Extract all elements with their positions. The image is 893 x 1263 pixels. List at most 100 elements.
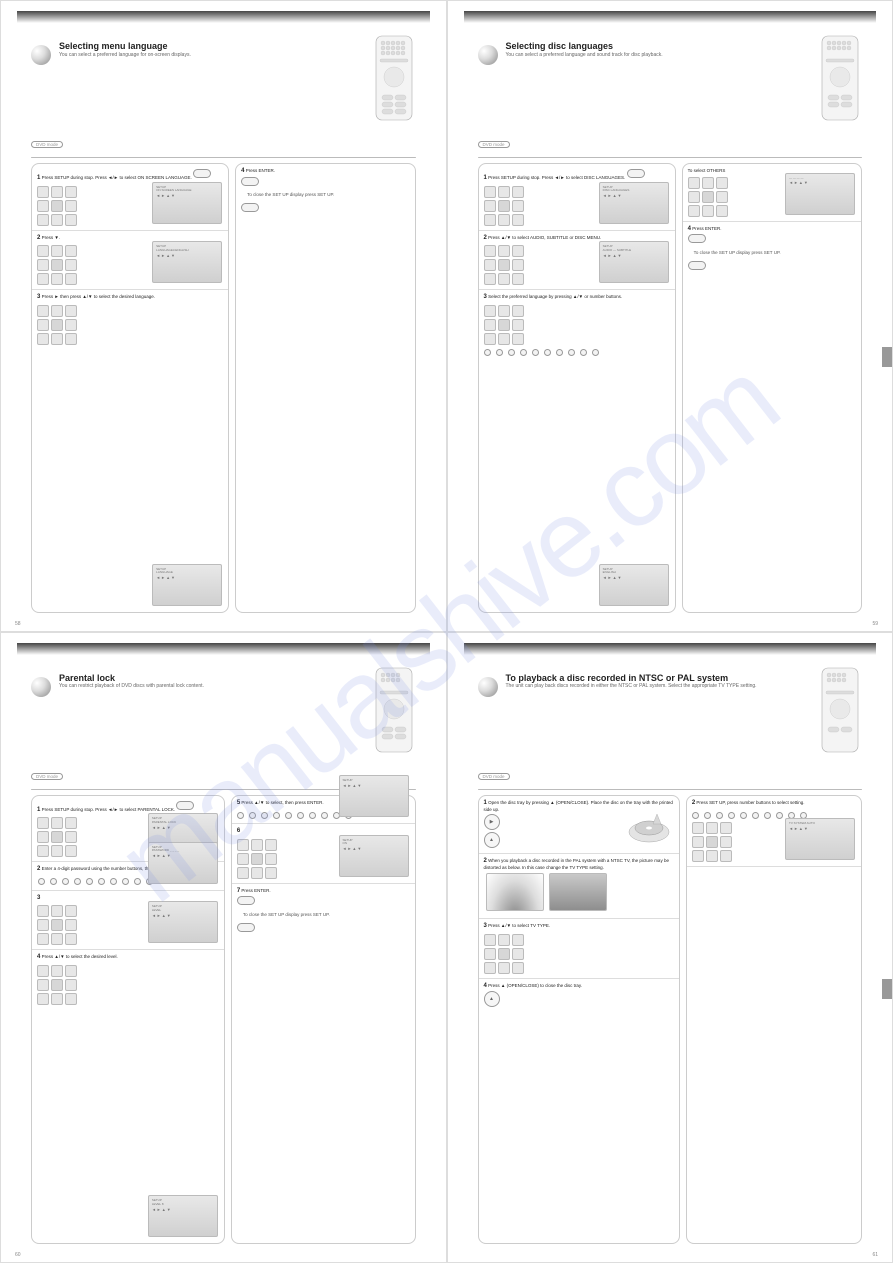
step-6: 6 SETUPON◄►▲▼ (232, 824, 415, 884)
step-1: 1 Press SETUP during stop. Press ◄/► to … (479, 164, 675, 231)
step-4: 4 Press ▲/▼ to select the desired level.… (32, 950, 224, 1243)
divider (478, 157, 863, 158)
lcd-screen: SETUPON SCREEN LANGUAGE◄►▲▼ (152, 182, 222, 224)
lcd-screen: SETUPAUDIO — SUBTITLE◄►▲▼ (599, 241, 669, 283)
lcd-screen: SETUPLEVEL◄►▲▼ (148, 901, 218, 943)
left-col: 1 Press SETUP during stop. Press ◄/► to … (31, 163, 229, 613)
page-number: 60 (15, 1252, 21, 1258)
eject-icon: ▲ (484, 991, 500, 1007)
title: Selecting menu language (59, 41, 191, 52)
enter-pill (241, 177, 259, 186)
remote-icon (372, 35, 416, 121)
page-language: Selecting menu language You can select a… (0, 0, 447, 632)
dpad-icon (484, 305, 528, 345)
numpad-icon (484, 349, 670, 357)
step-2: 2 Press ▲/▼ to select AUDIO, SUBTITLE or… (479, 231, 675, 291)
dpad-icon (688, 177, 732, 217)
remote-icon (372, 667, 416, 753)
step-3: 3 Press ▲/▼ to select TV TYPE. (479, 919, 679, 979)
dpad-icon (37, 305, 81, 345)
page-parental: Parental lock You can restrict playback … (0, 632, 447, 1263)
step-5: 5 Press ▲/▼ to select, then press ENTER.… (232, 796, 415, 825)
remote-icon (818, 667, 862, 753)
dpad-icon (484, 934, 528, 974)
page-ntsc-pal: To playback a disc recorded in NTSC or P… (447, 632, 893, 1263)
lcd-screen: SETUPLEVEL 8◄►▲▼ (148, 1195, 218, 1237)
left-col: 1 Press SETUP during stop. Press ◄/► to … (31, 795, 225, 1245)
dpad-icon (37, 186, 81, 226)
lcd-screen: SETUPPASSWORD _ _ _ _◄►▲▼ (148, 842, 218, 884)
header-gradient (464, 11, 877, 23)
bullet-icon (31, 677, 51, 697)
remote-icon (818, 35, 862, 121)
step-2: 2 When you playback a disc recorded in t… (479, 854, 679, 920)
disc-tray-icon (627, 804, 671, 848)
dpad-icon (37, 905, 81, 945)
dpad-icon (37, 817, 81, 857)
lcd-screen: TV SYSTEM AUTO◄►▲▼ (785, 818, 855, 860)
header-gradient (17, 11, 430, 23)
dpad-icon (692, 822, 736, 862)
lcd-screen: SETUPDISC LANGUAGES◄►▲▼ (599, 182, 669, 224)
header-gradient (464, 643, 877, 655)
page-number: 58 (15, 621, 21, 627)
right-col: To select OTHERS — — — —◄►▲▼ 4 Press ENT… (682, 163, 862, 613)
mode-badge: DVD mode (478, 773, 510, 780)
section-tab (882, 979, 892, 999)
right-col: 4 Press ENTER. To close the SET UP displ… (235, 163, 415, 613)
page-title: Parental lock You can restrict playback … (59, 673, 204, 690)
bullet-icon (478, 677, 498, 697)
setup-pill (241, 203, 259, 212)
step-4: 4 Press ▲ (OPEN/CLOSE) to close the disc… (479, 979, 679, 1243)
lcd-screen: SETUPON◄►▲▼ (339, 835, 409, 877)
step-2: 2 Press ▼. SETUPLANGUAGE\nENGLISH◄►▲▼ (32, 231, 228, 291)
step-3: 3 Press ► then press ▲/▼ to select the d… (32, 290, 228, 612)
right-col: 5 Press ▲/▼ to select, then press ENTER.… (231, 795, 416, 1245)
left-col: 1 Press SETUP during stop. Press ◄/► to … (478, 163, 676, 613)
step-setup: 2 Press SET UP, press number buttons to … (687, 796, 861, 868)
setup-pill (193, 169, 211, 178)
dpad-icon (484, 245, 528, 285)
page-disc-languages: Selecting disc languages You can select … (447, 0, 893, 632)
left-col: 1 Open the disc tray by pressing ▲ (OPEN… (478, 795, 680, 1245)
section-tab (882, 347, 892, 367)
divider (478, 789, 863, 790)
dpad-icon (237, 839, 281, 879)
play-icon: ▶ (484, 814, 500, 830)
page-title: To playback a disc recorded in NTSC or P… (506, 673, 757, 690)
dpad-icon (484, 186, 528, 226)
divider (31, 157, 416, 158)
mode-badge: DVD mode (31, 773, 63, 780)
notes (687, 867, 861, 1243)
lcd-screen: SETUPENGLISH◄►▲▼ (599, 564, 669, 606)
step-others: To select OTHERS — — — —◄►▲▼ (683, 164, 861, 222)
manual-spread: Selecting menu language You can select a… (0, 0, 893, 1263)
page-number: 59 (872, 621, 878, 627)
dpad-icon (37, 245, 81, 285)
mode-badge: DVD mode (31, 141, 63, 148)
page-title: Selecting menu language You can select a… (59, 41, 191, 58)
step-4: 4 Press ENTER. To close the SET UP displ… (683, 222, 861, 612)
header-gradient (17, 643, 430, 655)
bullet-icon (31, 45, 51, 65)
step-7: 7 Press ENTER. To close the SET UP displ… (232, 884, 415, 1244)
step-3: 3 Select the preferred language by press… (479, 290, 675, 612)
mode-badge: DVD mode (478, 141, 510, 148)
step-1: 1 Open the disc tray by pressing ▲ (OPEN… (479, 796, 679, 854)
eject-icon: ▲ (484, 832, 500, 848)
step-1: 1 Press SETUP during stop. Press ◄/► to … (32, 164, 228, 231)
bullet-icon (478, 45, 498, 65)
distorted-thumb (549, 873, 607, 911)
distorted-thumb (486, 873, 544, 911)
step-4: 4 Press ENTER. To close the SET UP displ… (236, 164, 414, 612)
lcd-screen: SETUPLANGUAGE◄►▲▼ (152, 564, 222, 606)
step-2: 2 Enter a 4-digit password using the num… (32, 862, 224, 891)
lcd-screen: — — — —◄►▲▼ (785, 173, 855, 215)
step-3: 3 SETUPLEVEL◄►▲▼ (32, 891, 224, 951)
dpad-icon (37, 965, 81, 1005)
page-number: 61 (872, 1252, 878, 1258)
lcd-screen: SETUPLANGUAGE\nENGLISH◄►▲▼ (152, 241, 222, 283)
lcd-screen: SETUP◄►▲▼ (339, 775, 409, 817)
page-title: Selecting disc languages You can select … (506, 41, 663, 58)
right-col: 2 Press SET UP, press number buttons to … (686, 795, 862, 1245)
